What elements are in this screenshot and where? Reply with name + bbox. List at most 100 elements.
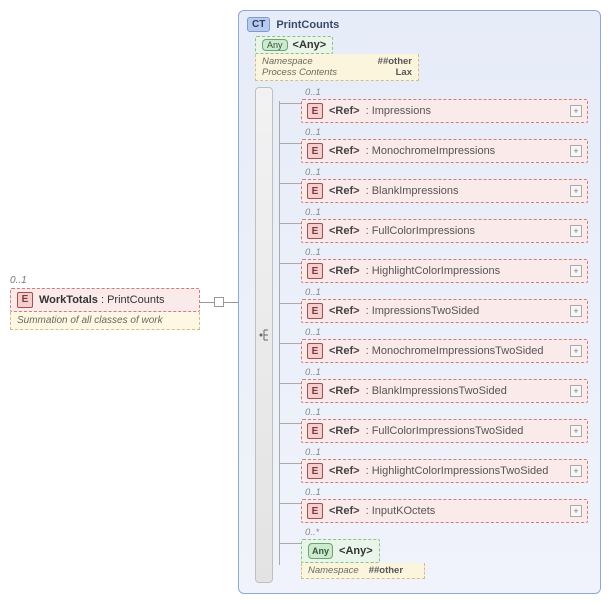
ref-element[interactable]: E <Ref> : FullColorImpressions + xyxy=(301,219,588,243)
any-badge: Any xyxy=(262,39,288,51)
ref-label: <Ref> xyxy=(329,505,360,517)
any-details: Namespace##other Process ContentsLax xyxy=(255,54,419,81)
element-badge: E xyxy=(307,303,323,319)
ref-element[interactable]: E <Ref> : BlankImpressions + xyxy=(301,179,588,203)
child-cardinality: 0..1 xyxy=(305,487,588,498)
child-element: 0..1 E <Ref> : FullColorImpressionsTwoSided… xyxy=(287,407,588,443)
type-label: : InputKOctets xyxy=(366,505,560,517)
sequence: 0..1 E <Ref> : Impressions +0..1 E <Ref> : Mono… xyxy=(255,87,592,583)
element-name-type: WorkTotals : PrintCounts xyxy=(39,294,165,306)
child-element: 0..1 E <Ref> : FullColorImpressions + xyxy=(287,207,588,243)
ref-element[interactable]: E <Ref> : Impressions + xyxy=(301,99,588,123)
connector xyxy=(200,297,238,307)
element-badge: E xyxy=(307,463,323,479)
type-label: : BlankImpressions xyxy=(366,185,560,197)
ref-label: <Ref> xyxy=(329,305,360,317)
element-badge: E xyxy=(17,292,33,308)
child-cardinality: 0..1 xyxy=(305,407,588,418)
expand-icon[interactable]: + xyxy=(570,225,582,237)
ref-label: <Ref> xyxy=(329,385,360,397)
expand-icon[interactable]: + xyxy=(570,105,582,117)
child-element: 0..1 E <Ref> : BlankImpressionsTwoSided + xyxy=(287,367,588,403)
child-element: 0..1 E <Ref> : InputKOctets + xyxy=(287,487,588,523)
element-badge: E xyxy=(307,343,323,359)
ref-element[interactable]: E <Ref> : HighlightColorImpressions + xyxy=(301,259,588,283)
expand-icon[interactable]: + xyxy=(570,305,582,317)
ref-label: <Ref> xyxy=(329,105,360,117)
child-cardinality: 0..1 xyxy=(305,247,588,258)
child-element: 0..1 E <Ref> : Impressions + xyxy=(287,87,588,123)
left-element: 0..1 E WorkTotals : PrintCounts Summatio… xyxy=(10,275,200,330)
expand-icon[interactable]: + xyxy=(570,425,582,437)
ref-element[interactable]: E <Ref> : MonochromeImpressions + xyxy=(301,139,588,163)
expand-icon[interactable]: + xyxy=(570,145,582,157)
element-badge: E xyxy=(307,103,323,119)
child-cardinality: 0..1 xyxy=(305,287,588,298)
ref-label: <Ref> xyxy=(329,225,360,237)
ref-element[interactable]: E <Ref> : HighlightColorImpressionsTwoSide… xyxy=(301,459,588,483)
expand-icon[interactable]: + xyxy=(570,345,582,357)
expand-icon[interactable]: + xyxy=(570,505,582,517)
child-element: 0..1 E <Ref> : ImpressionsTwoSided + xyxy=(287,287,588,323)
ct-title: PrintCounts xyxy=(276,19,339,31)
any-label: <Any> xyxy=(293,39,327,51)
child-cardinality: 0..1 xyxy=(305,327,588,338)
child-cardinality: 0..1 xyxy=(305,127,588,138)
ref-element[interactable]: E <Ref> : MonochromeImpressionsTwoSided + xyxy=(301,339,588,363)
any-attribute-box[interactable]: Any <Any> xyxy=(255,36,333,54)
child-element: 0..1E<Ref>: BlankImpressions+ xyxy=(287,167,588,203)
ref-label: <Ref> xyxy=(329,345,360,357)
ref-element[interactable]: E <Ref> : FullColorImpressionsTwoSided + xyxy=(301,419,588,443)
expand-icon[interactable]: + xyxy=(570,185,582,197)
complextype-panel: CT PrintCounts Any <Any> Namespace##othe… xyxy=(238,10,601,594)
ref-element[interactable]: E <Ref> : InputKOctets + xyxy=(301,499,588,523)
element-badge: E xyxy=(307,383,323,399)
any-details: Namespace##other xyxy=(301,563,425,579)
type-label: : ImpressionsTwoSided xyxy=(366,305,560,317)
child-cardinality: 0..1 xyxy=(305,87,588,98)
children-list: 0..1 E <Ref> : Impressions +0..1 E <Ref> : Mono… xyxy=(287,87,592,583)
type-label: : HighlightColorImpressions xyxy=(366,265,560,277)
ct-header: CT PrintCounts xyxy=(247,17,592,32)
child-element: 0..1 E <Ref> : HighlightColorImpressions + xyxy=(287,247,588,283)
expand-icon[interactable]: + xyxy=(570,385,582,397)
child-cardinality: 0..1 xyxy=(305,367,588,378)
element-badge: E xyxy=(307,503,323,519)
ref-label: <Ref> xyxy=(329,425,360,437)
ref-label: <Ref> xyxy=(329,185,360,197)
ref-element[interactable]: E <Ref> : ImpressionsTwoSided + xyxy=(301,299,588,323)
child-element: 0..1 E <Ref> : MonochromeImpressionsTwoSide… xyxy=(287,327,588,363)
type-label: : HighlightColorImpressionsTwoSided xyxy=(366,465,560,477)
child-any: 0..*Any<Any>Namespace##other xyxy=(287,527,588,579)
sequence-icon xyxy=(258,327,270,343)
element-badge: E xyxy=(307,223,323,239)
ct-badge: CT xyxy=(247,17,270,32)
ref-label: <Ref> xyxy=(329,145,360,157)
type-label: : MonochromeImpressions xyxy=(366,145,560,157)
expand-icon[interactable]: + xyxy=(570,465,582,477)
type-label: : Impressions xyxy=(366,105,560,117)
element-badge: E xyxy=(307,423,323,439)
diagram-root: 0..1 E WorkTotals : PrintCounts Summatio… xyxy=(10,10,601,594)
child-element: 0..1 E <Ref> : HighlightColorImpressionsTwo… xyxy=(287,447,588,483)
sequence-bar xyxy=(255,87,273,583)
type-label: : MonochromeImpressionsTwoSided xyxy=(366,345,560,357)
ref-element[interactable]: E <Ref> : BlankImpressionsTwoSided + xyxy=(301,379,588,403)
type-label: : BlankImpressionsTwoSided xyxy=(366,385,560,397)
left-cardinality: 0..1 xyxy=(10,275,200,286)
element-badge: E xyxy=(307,263,323,279)
ref-label: <Ref> xyxy=(329,265,360,277)
child-cardinality: 0..1 xyxy=(305,207,588,218)
ref-label: <Ref> xyxy=(329,465,360,477)
worktotals-element[interactable]: E WorkTotals : PrintCounts xyxy=(10,288,200,312)
element-badge: E xyxy=(307,143,323,159)
any-element[interactable]: Any<Any> xyxy=(301,539,380,563)
expand-icon[interactable]: + xyxy=(570,265,582,277)
type-label: : FullColorImpressionsTwoSided xyxy=(366,425,560,437)
element-badge: E xyxy=(307,183,323,199)
left-doc: Summation of all classes of work xyxy=(10,312,200,330)
type-label: : FullColorImpressions xyxy=(366,225,560,237)
child-cardinality: 0..1 xyxy=(305,447,588,458)
any-badge: Any xyxy=(308,543,333,559)
child-element: 0..1 E <Ref> : MonochromeImpressions + xyxy=(287,127,588,163)
